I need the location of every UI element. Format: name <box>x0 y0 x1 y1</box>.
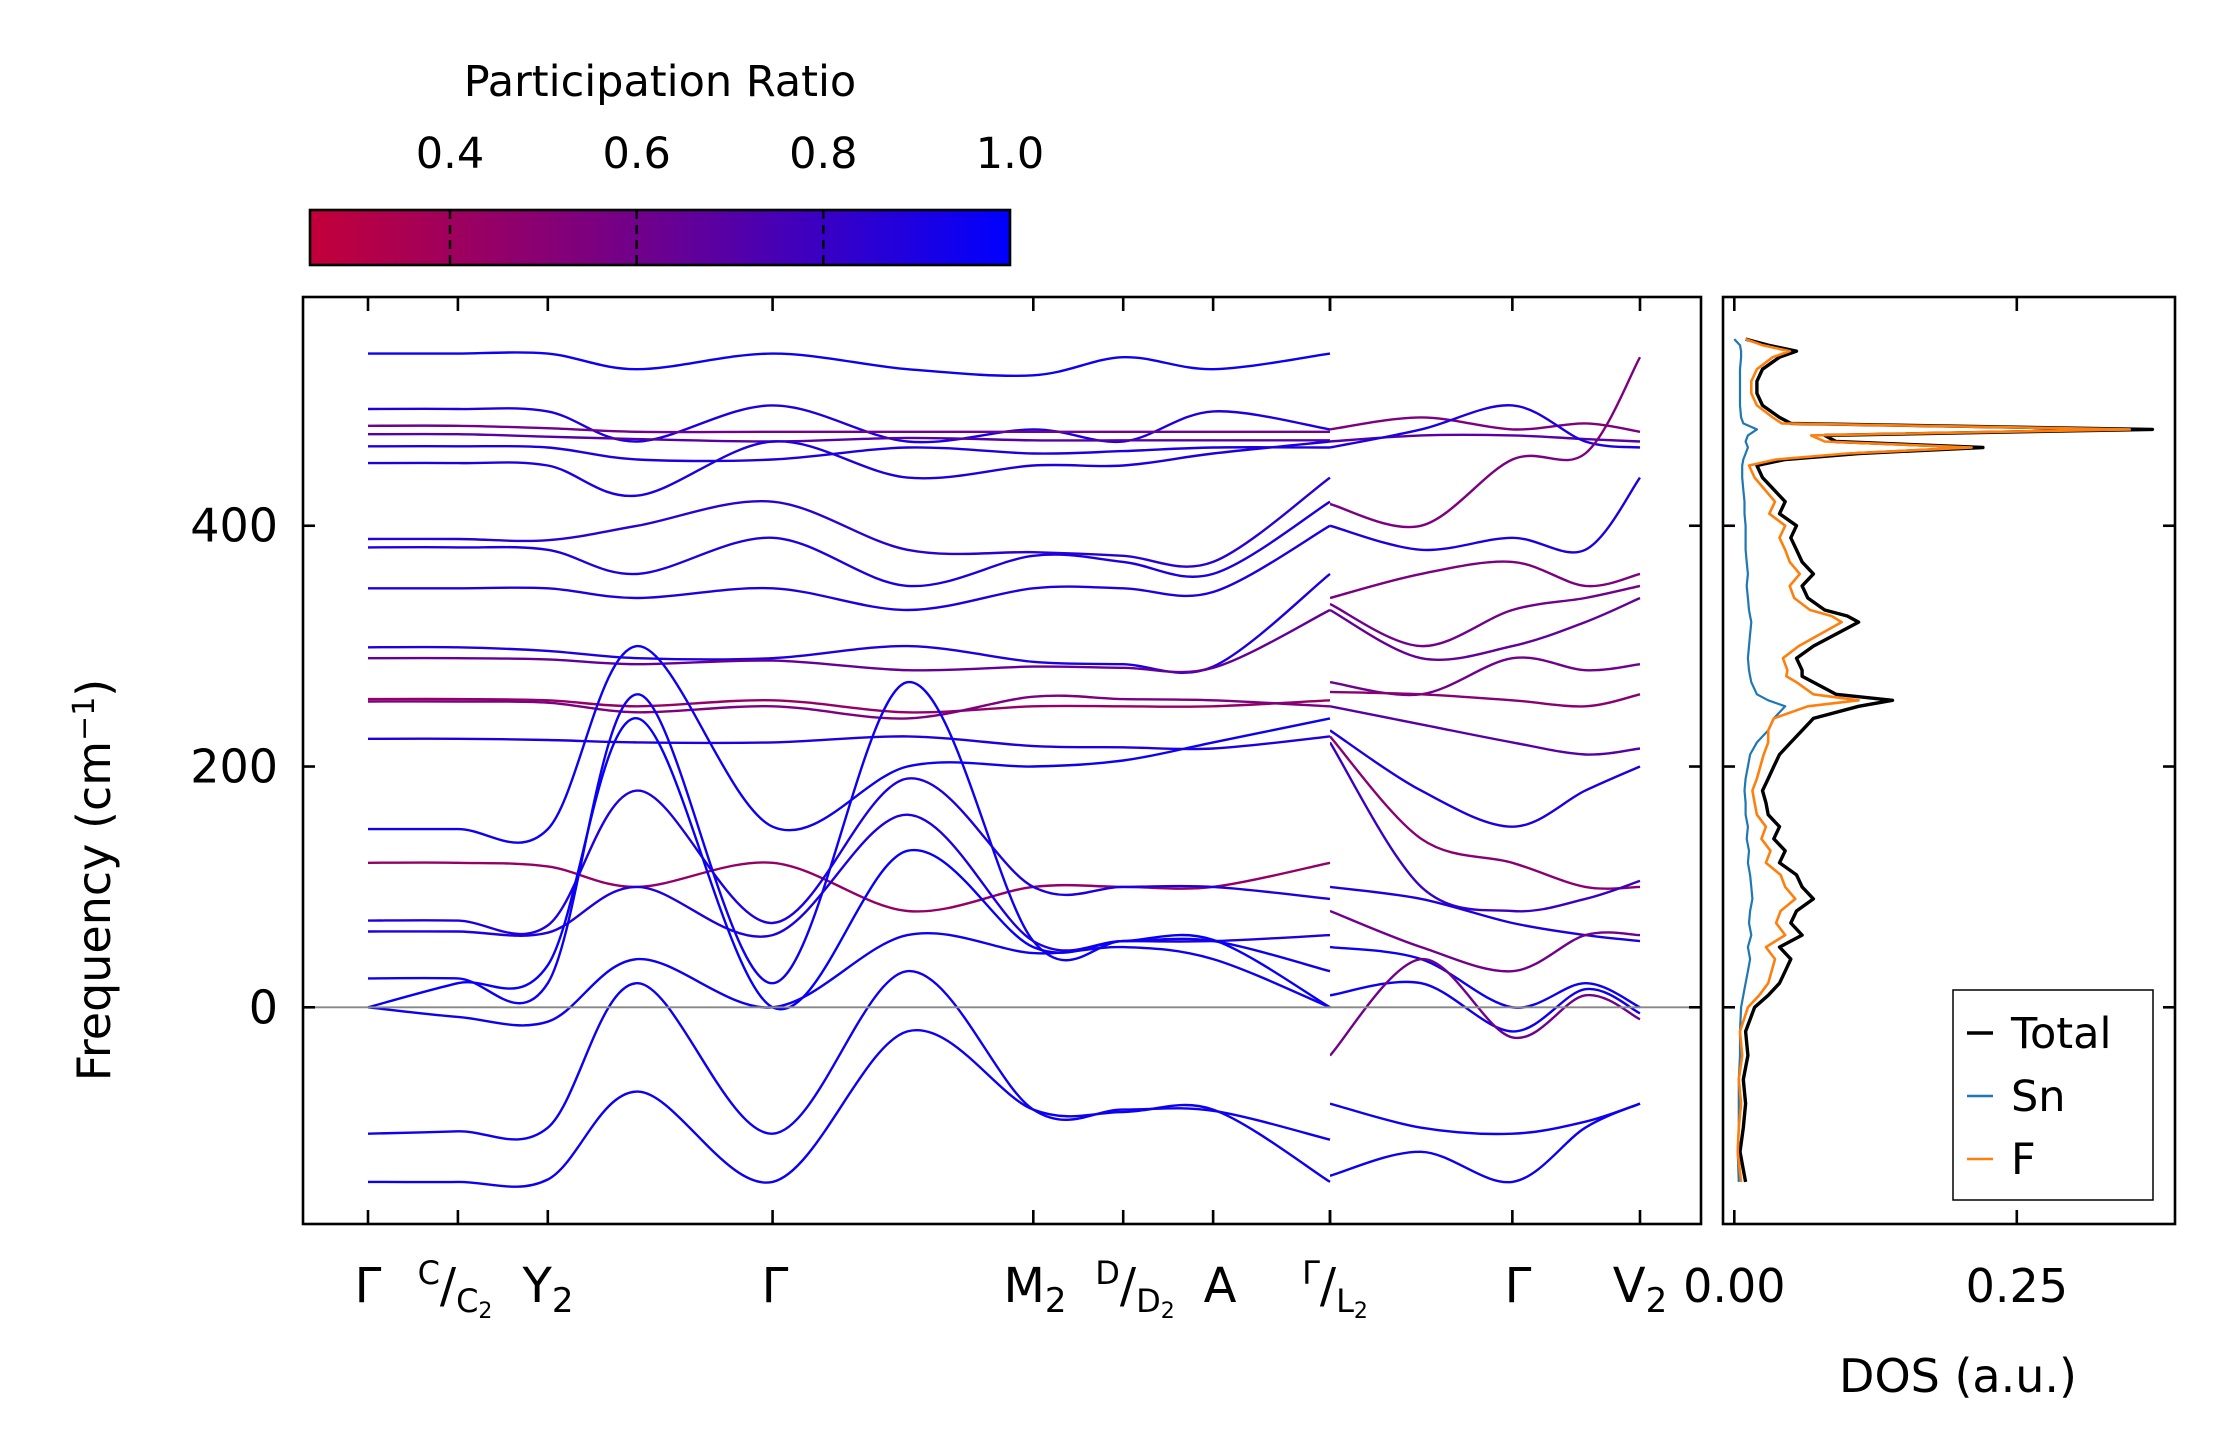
phonon-branch <box>1330 476 1641 554</box>
phonon-branch <box>367 404 1331 444</box>
phonon-branch <box>367 432 1330 443</box>
phonon-branch <box>367 500 1331 588</box>
path-label: A <box>1204 1258 1237 1314</box>
y-tick-label: 400 <box>190 499 278 553</box>
phonon-branch <box>367 440 1331 498</box>
y-tick-label: 200 <box>190 740 278 794</box>
phonon-branch <box>1330 705 1641 756</box>
phonon-branch <box>367 969 1331 1141</box>
phonon-branch <box>1330 584 1641 648</box>
y-tick-label: 0 <box>249 980 278 1034</box>
band-structure-panel: 0 200 400 Γ C/C2 Y2 Γ M2 D/D2 A Γ/L2 Γ V2 Frequency… <box>67 295 1703 1324</box>
phonon-branch <box>1330 741 1641 913</box>
colorbar-tick-label: 0.4 <box>416 129 484 179</box>
phonon-branch <box>368 351 1331 377</box>
phonon-branch <box>1330 909 1641 973</box>
colorbar-tick-label: 0.6 <box>602 129 670 179</box>
legend: Total Sn F <box>1952 989 2154 1201</box>
band-frame <box>301 295 1703 1226</box>
phonon-branch <box>1330 1102 1641 1136</box>
colorbar: Participation Ratio 0.4 0.6 0.8 1.0 <box>308 57 1044 267</box>
phonon-branch <box>367 694 1331 720</box>
colorbar-bar <box>308 208 1012 267</box>
dos-series-f <box>1736 337 2132 1183</box>
path-label: Γ <box>1505 1258 1532 1314</box>
dos-lines <box>1733 337 2155 1183</box>
phonon-branch <box>367 608 1331 674</box>
dos-panel: 0.00 0.25 DOS (a.u.) Total Sn F <box>1683 295 2177 1403</box>
phonon-branch <box>368 644 1331 844</box>
band-axes: 0 200 400 <box>190 295 1703 1226</box>
path-label: D/D2 <box>1095 1254 1174 1324</box>
phonon-branch <box>367 813 1331 952</box>
phonon-branch <box>1330 945 1641 1009</box>
dos-x-tick-label: 0.25 <box>1966 1259 2068 1313</box>
phonon-branch <box>367 1028 1331 1188</box>
phonon-branch <box>367 697 1331 714</box>
path-label: Γ <box>355 1258 382 1314</box>
phonon-branch <box>368 524 1331 612</box>
colorbar-tick-label: 1.0 <box>976 129 1044 179</box>
phonon-branch <box>1330 690 1641 708</box>
colorbar-title: Participation Ratio <box>464 57 857 107</box>
phonon-branch <box>1330 729 1641 828</box>
dos-x-axis-label: DOS (a.u.) <box>1839 1349 2077 1403</box>
phonon-branch <box>367 735 1331 751</box>
phonon-branch <box>1330 885 1641 943</box>
dos-frame <box>1721 295 2177 1226</box>
band-segment <box>367 351 1331 1188</box>
phonon-branch <box>367 424 1331 434</box>
phonon-branch <box>367 931 1331 1027</box>
path-label: M2 <box>1003 1258 1066 1321</box>
legend-label: Total <box>2010 1009 2111 1059</box>
high-symmetry-labels: Γ C/C2 Y2 Γ M2 D/D2 A Γ/L2 Γ V2 <box>355 1254 1668 1324</box>
legend-label: F <box>2011 1135 2036 1185</box>
phonon-branch <box>367 861 1331 913</box>
colorbar-ticks: 0.4 0.6 0.8 1.0 <box>416 129 1044 265</box>
dos-series-total <box>1738 337 2155 1183</box>
dos-series-sn <box>1733 338 1787 1182</box>
phonon-branch <box>1330 560 1641 600</box>
phonon-branch <box>367 444 1331 463</box>
phonon-branch <box>367 777 1331 936</box>
phonon-branch <box>367 476 1331 568</box>
dos-x-tick-label: 0.00 <box>1683 1259 1785 1313</box>
dos-axes: 0.00 0.25 <box>1683 295 2177 1313</box>
phonon-branch <box>1330 1102 1641 1184</box>
phonon-branch <box>1330 356 1642 529</box>
phonon-branch <box>1330 416 1641 433</box>
phonon-branch <box>367 717 1331 1011</box>
phonon-branch <box>1330 735 1641 890</box>
y-axis-label: Frequency (cm−1) <box>67 679 121 1082</box>
path-label: Γ <box>762 1258 789 1314</box>
path-label: V2 <box>1613 1258 1667 1321</box>
band-lines <box>367 351 1642 1188</box>
colorbar-tick-label: 0.8 <box>789 129 857 179</box>
phonon-branch <box>1330 980 1641 1033</box>
phonon-branch <box>1330 596 1641 662</box>
path-label: Γ/L2 <box>1302 1254 1368 1324</box>
phonon-branch <box>1330 656 1641 697</box>
path-label: C/C2 <box>418 1254 493 1324</box>
band-segment <box>1330 356 1642 1184</box>
path-label: Y2 <box>522 1258 574 1321</box>
phonon-branch <box>1330 957 1641 1057</box>
legend-label: Sn <box>2011 1072 2066 1122</box>
phonon-branch <box>1330 404 1641 449</box>
